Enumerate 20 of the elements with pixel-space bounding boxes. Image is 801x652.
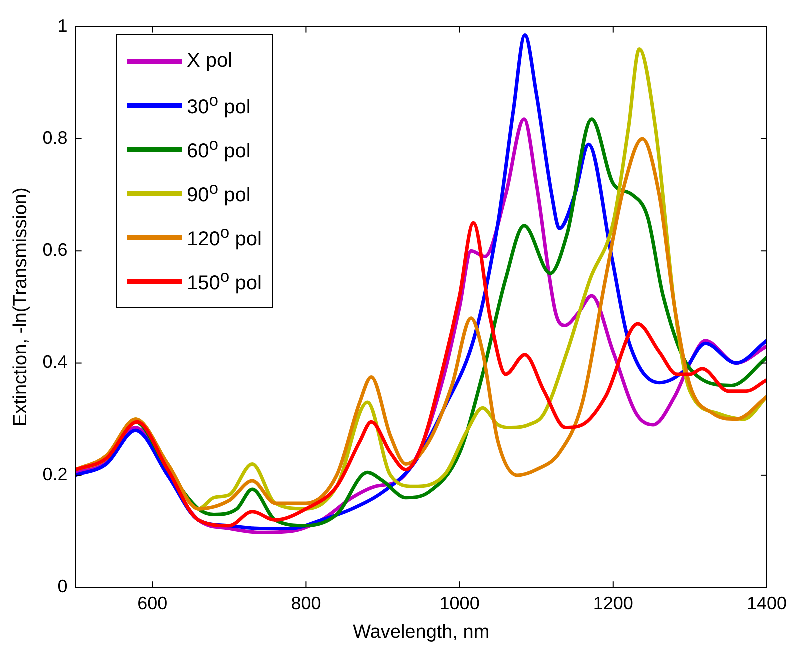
x-axis-title: Wavelength, nm [353, 622, 490, 643]
legend-label: X pol [187, 50, 233, 72]
x-tick-label: 1400 [746, 593, 787, 614]
y-tick-label: 1 [58, 16, 68, 36]
y-axis-title: Extinction, -ln(Transmission) [10, 188, 32, 427]
legend-label: 150$^{o}$ pol [187, 266, 262, 296]
y-tick-label: 0.8 [42, 128, 68, 148]
legend-label: 60$^{o}$ pol [187, 134, 251, 164]
x-tick-label: 800 [291, 593, 322, 614]
y-tick-label: 0.2 [42, 464, 68, 484]
x-tick-label: 1000 [440, 593, 480, 614]
legend-label: 30$^{o}$ pol [187, 90, 251, 120]
x-tick-label: 600 [138, 593, 168, 614]
legend-label: 90$^{o}$ pol [187, 178, 251, 208]
y-tick-label: 0.6 [42, 240, 68, 260]
legend-label: 120$^{o}$ pol [187, 222, 262, 252]
y-tick-label: 0.4 [42, 352, 68, 372]
line-series [76, 221, 767, 528]
x-tick-label: 1200 [593, 593, 634, 614]
y-tick-label: 0 [58, 576, 68, 597]
